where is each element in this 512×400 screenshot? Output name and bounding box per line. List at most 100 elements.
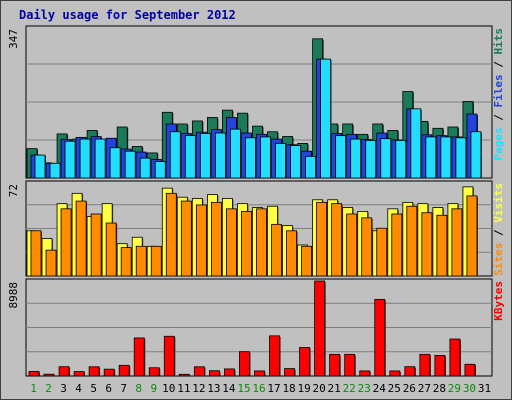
x-tick-label: 20 bbox=[313, 382, 326, 395]
bar-pages bbox=[154, 161, 166, 179]
bar-sites bbox=[120, 247, 132, 277]
bar-sites bbox=[45, 249, 57, 277]
bar-kbytes bbox=[284, 368, 295, 377]
bar-pages bbox=[290, 145, 301, 179]
bar-kbytes bbox=[103, 368, 115, 377]
bar-kbytes bbox=[118, 364, 130, 377]
bar-pages bbox=[395, 139, 407, 179]
x-tick-label: 27 bbox=[418, 382, 431, 395]
x-tick-label: 23 bbox=[358, 382, 371, 395]
bar-kbytes bbox=[28, 371, 40, 377]
bar-pages bbox=[124, 150, 136, 179]
x-tick-label: 13 bbox=[207, 382, 220, 395]
x-tick-label: 12 bbox=[192, 382, 205, 395]
bar-sites bbox=[286, 230, 297, 277]
bar-kbytes bbox=[208, 370, 220, 377]
bar-kbytes bbox=[58, 366, 70, 377]
x-tick-label: 1 bbox=[30, 382, 37, 395]
x-tick-label: 30 bbox=[463, 382, 476, 395]
x-tick-label: 2 bbox=[45, 382, 52, 395]
bar-sites bbox=[60, 208, 72, 277]
bar-kbytes bbox=[419, 353, 431, 377]
x-tick-label: 31 bbox=[478, 382, 491, 395]
bar-sites bbox=[316, 201, 328, 277]
bar-pages bbox=[455, 137, 467, 179]
bar-pages bbox=[335, 135, 347, 179]
bar-pages bbox=[79, 138, 91, 179]
bar-sites bbox=[75, 200, 87, 277]
bar-pages bbox=[64, 140, 76, 179]
bar-sites bbox=[195, 204, 207, 277]
legend-pages: Pages bbox=[492, 127, 505, 160]
legend: KBytes bbox=[492, 281, 505, 321]
bar-kbytes bbox=[88, 366, 100, 377]
bar-sites bbox=[301, 245, 312, 277]
bar-pages bbox=[109, 147, 121, 179]
bar-pages bbox=[275, 143, 286, 179]
legend: Sites / Visits bbox=[492, 183, 505, 276]
bar-sites bbox=[421, 212, 433, 277]
x-tick-label: 5 bbox=[90, 382, 97, 395]
bar-pages bbox=[94, 138, 106, 179]
bar-kbytes bbox=[434, 354, 446, 377]
bar-sites bbox=[180, 200, 192, 277]
x-tick-label: 15 bbox=[237, 382, 250, 395]
x-tick-label: 7 bbox=[120, 382, 127, 395]
bar-kbytes bbox=[449, 338, 461, 377]
bar-pages bbox=[260, 136, 271, 179]
bar-sites bbox=[271, 223, 282, 277]
x-tick-label: 11 bbox=[177, 382, 190, 395]
x-tick-label: 9 bbox=[150, 382, 157, 395]
bar-kbytes bbox=[374, 298, 386, 377]
bar-pages bbox=[305, 155, 316, 179]
x-tick-label: 25 bbox=[388, 382, 401, 395]
x-tick-label: 8 bbox=[135, 382, 142, 395]
bar-sites bbox=[105, 222, 117, 277]
bar-sites bbox=[331, 203, 343, 277]
x-tick-label: 28 bbox=[433, 382, 446, 395]
x-tick-label: 21 bbox=[328, 382, 341, 395]
legend-separator: / bbox=[492, 55, 505, 75]
bar-pages bbox=[350, 138, 362, 179]
x-tick-label: 16 bbox=[252, 382, 265, 395]
y-max-label: 347 bbox=[7, 29, 20, 49]
legend-separator: / bbox=[492, 223, 505, 243]
bar-pages bbox=[425, 136, 437, 179]
bar-kbytes bbox=[178, 373, 190, 377]
legend: Pages / Files / Hits bbox=[492, 28, 505, 161]
legend-files: Files bbox=[492, 74, 505, 107]
bar-sites bbox=[256, 208, 267, 277]
bar-kbytes bbox=[254, 370, 265, 377]
bar-sites bbox=[135, 245, 147, 277]
bar-sites bbox=[406, 205, 418, 277]
bar-pages bbox=[230, 128, 241, 179]
bar-sites bbox=[466, 195, 478, 277]
chart-title: Daily usage for September 2012 bbox=[19, 8, 236, 22]
bar-pages bbox=[184, 135, 196, 179]
bar-sites bbox=[210, 201, 222, 277]
bar-pages bbox=[320, 58, 332, 179]
bar-kbytes bbox=[359, 370, 371, 377]
x-tick-label: 22 bbox=[343, 382, 356, 395]
bar-pages bbox=[365, 139, 377, 179]
bar-kbytes bbox=[148, 367, 160, 377]
legend-visits: Visits bbox=[492, 183, 505, 223]
bar-pages bbox=[440, 136, 452, 179]
x-tick-label: 18 bbox=[282, 382, 295, 395]
bar-kbytes bbox=[43, 373, 55, 377]
bar-kbytes bbox=[193, 366, 205, 377]
bar-kbytes bbox=[404, 366, 416, 377]
x-tick-label: 24 bbox=[373, 382, 387, 395]
legend-hits: Hits bbox=[492, 28, 505, 55]
bar-sites bbox=[346, 213, 358, 277]
x-tick-label: 17 bbox=[267, 382, 280, 395]
y-max-label: 72 bbox=[7, 184, 20, 197]
legend-sites: Sites bbox=[492, 243, 505, 276]
bar-sites bbox=[90, 213, 102, 277]
bar-sites bbox=[436, 214, 448, 277]
x-tick-label: 4 bbox=[75, 382, 82, 395]
bar-sites bbox=[376, 227, 388, 277]
bar-kbytes bbox=[344, 353, 356, 377]
bar-pages bbox=[199, 133, 211, 179]
